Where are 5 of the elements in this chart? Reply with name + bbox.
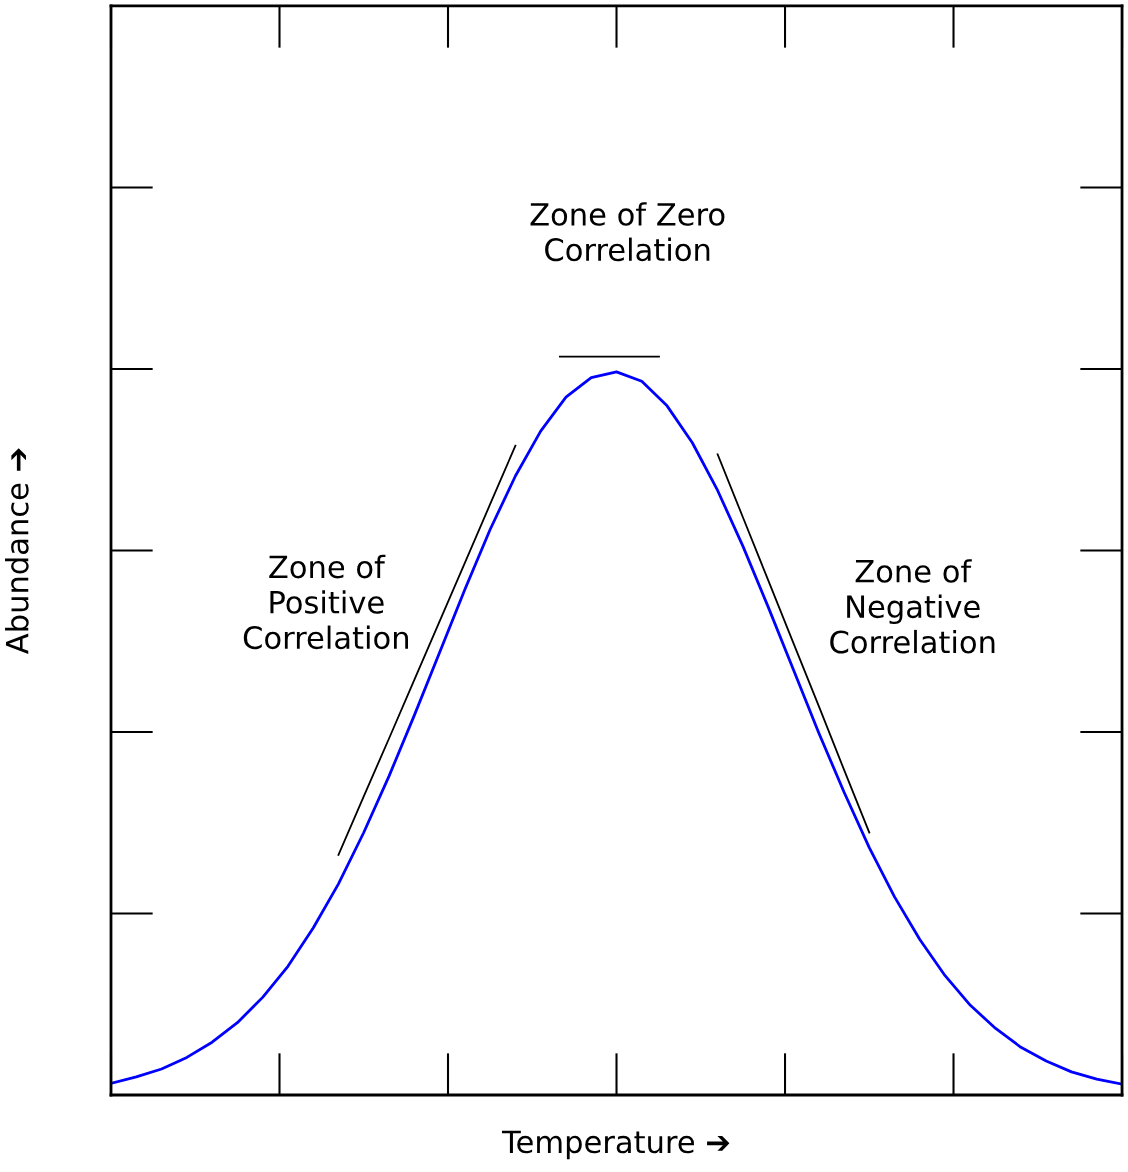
y-axis-title: Abundance ➔ <box>5 448 29 654</box>
text: Zone of Zero Correlation <box>530 202 725 262</box>
x-axis-title: Temperature ➔ <box>501 1130 730 1160</box>
annotation: Zone of Positive Correlation <box>243 554 408 650</box>
annotation: Zone of Negative Correlation <box>830 559 995 654</box>
